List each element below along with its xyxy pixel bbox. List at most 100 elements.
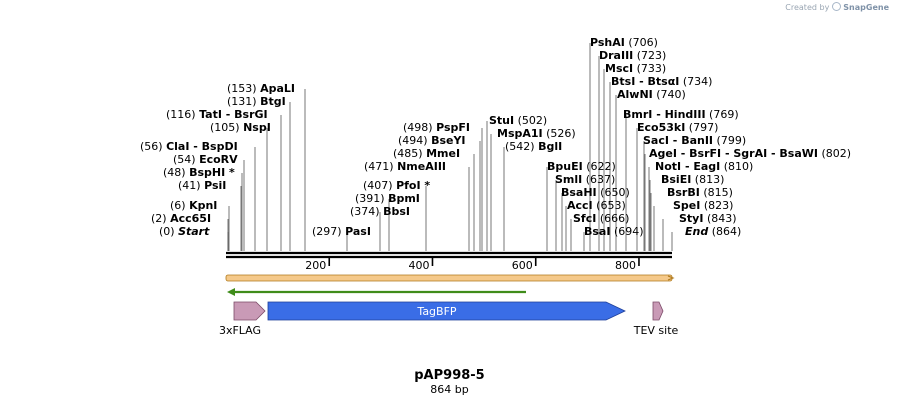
- enzyme-name: BsrBI: [667, 186, 700, 199]
- site-position: (131): [227, 95, 260, 108]
- site-position: (802): [818, 147, 851, 160]
- enzyme-name: BbsI: [383, 205, 410, 218]
- orf-bar[interactable]: [225, 274, 673, 282]
- restriction-site-label[interactable]: AgeI - BsrFI - SgrAI - BsaWI (802): [649, 147, 851, 160]
- restriction-site-label[interactable]: SmlI (637): [555, 173, 615, 186]
- restriction-site-label[interactable]: (153) ApaLI: [227, 82, 295, 95]
- plasmid-name: pAP998-5: [414, 368, 485, 383]
- restriction-site-label[interactable]: SacI - BanII (799): [643, 134, 746, 147]
- site-position: (797): [685, 121, 718, 134]
- restriction-site-label[interactable]: StuI (502): [489, 114, 547, 127]
- site-position: (471): [364, 160, 397, 173]
- restriction-site-label[interactable]: AccI (653): [567, 199, 626, 212]
- restriction-site-label[interactable]: BpuEI (622): [547, 160, 616, 173]
- restriction-site-label[interactable]: (494) BseYI: [398, 134, 466, 147]
- restriction-site-label[interactable]: Eco53kI (797): [637, 121, 718, 134]
- site-position: (48): [163, 166, 189, 179]
- site-position: (498): [403, 121, 436, 134]
- ruler-tick-label: 400: [408, 259, 429, 272]
- feature-tracks: 3xFLAG TagBFP TEV site: [219, 274, 679, 337]
- restriction-site-label[interactable]: (56) ClaI - BspDI: [140, 140, 238, 153]
- restriction-site-label[interactable]: (54) EcoRV: [173, 153, 238, 166]
- enzyme-name: NspI: [243, 121, 271, 134]
- feature-label-tagbfp: TagBFP: [416, 305, 456, 318]
- restriction-site-label[interactable]: (0) Start: [159, 225, 210, 238]
- ruler-tick-label: 800: [615, 259, 636, 272]
- enzyme-name: KpnI: [189, 199, 217, 212]
- restriction-site-label[interactable]: (48) BspHI *: [163, 166, 235, 179]
- enzyme-name: MscI: [605, 62, 633, 75]
- restriction-site-label[interactable]: BsiEI (813): [661, 173, 724, 186]
- enzyme-name: Start: [178, 225, 210, 238]
- enzyme-name: PasI: [345, 225, 371, 238]
- site-position: (502): [514, 114, 547, 127]
- restriction-site-label[interactable]: (6) KpnI: [170, 199, 217, 212]
- restriction-site-label[interactable]: (41) PsiI: [178, 179, 226, 192]
- restriction-site-label[interactable]: (2) Acc65I: [151, 212, 211, 225]
- enzyme-name: PspFI: [436, 121, 470, 134]
- enzyme-name: SfcI: [573, 212, 596, 225]
- enzyme-name: Acc65I: [170, 212, 211, 225]
- restriction-site-label[interactable]: SpeI (823): [673, 199, 733, 212]
- restriction-site-label[interactable]: (485) MmeI: [393, 147, 460, 160]
- enzyme-name-extra: - BtsαI: [635, 75, 679, 88]
- restriction-site-label[interactable]: (407) PfoI *: [363, 179, 430, 192]
- site-position: (542): [505, 140, 538, 153]
- enzyme-name: PfoI *: [396, 179, 430, 192]
- restriction-site-label[interactable]: BmrI - HindIII (769): [623, 108, 739, 121]
- site-position: (653): [593, 199, 626, 212]
- restriction-site-label[interactable]: StyI (843): [679, 212, 737, 225]
- restriction-site-label[interactable]: NotI - EagI (810): [655, 160, 753, 173]
- restriction-site-label[interactable]: (471) NmeAIII: [364, 160, 446, 173]
- restriction-site-label[interactable]: (498) PspFI: [403, 121, 470, 134]
- restriction-site-label[interactable]: End (864): [685, 225, 741, 238]
- site-position: (391): [355, 192, 388, 205]
- restriction-site-label[interactable]: MspA1I (526): [497, 127, 576, 140]
- enzyme-name: AgeI: [649, 147, 677, 160]
- restriction-site-label[interactable]: (391) BpmI: [355, 192, 420, 205]
- restriction-site-label[interactable]: BsaI (694): [584, 225, 644, 238]
- site-position: (297): [312, 225, 345, 238]
- enzyme-name: BsiEI: [661, 173, 691, 186]
- restriction-site-label[interactable]: BsaHI (650): [561, 186, 630, 199]
- dna-backbone: [226, 251, 672, 259]
- enzyme-name: BtsI: [611, 75, 635, 88]
- site-position: (0): [159, 225, 178, 238]
- site-position: (740): [653, 88, 686, 101]
- restriction-site-label[interactable]: (116) TatI - BsrGI: [166, 108, 268, 121]
- feature-tagbfp-arrow[interactable]: [267, 301, 626, 321]
- enzyme-name: BtgI: [260, 95, 286, 108]
- restriction-site-label[interactable]: (374) BbsI: [350, 205, 410, 218]
- site-position: (666): [596, 212, 629, 225]
- site-position: (815): [700, 186, 733, 199]
- site-position: (2): [151, 212, 170, 225]
- restriction-site-label[interactable]: (542) BglI: [505, 140, 562, 153]
- enzyme-name: PsiI: [204, 179, 226, 192]
- restriction-site-label[interactable]: DraIII (723): [599, 49, 666, 62]
- enzyme-name: BsaHI: [561, 186, 597, 199]
- restriction-site-label[interactable]: (131) BtgI: [227, 95, 286, 108]
- ruler-tick-label: 600: [512, 259, 533, 272]
- restriction-site-label[interactable]: (105) NspI: [210, 121, 271, 134]
- restriction-site-label[interactable]: (297) PasI: [312, 225, 371, 238]
- restriction-site-label[interactable]: SfcI (666): [573, 212, 629, 225]
- feature-3xflag-arrow[interactable]: [233, 301, 266, 321]
- site-position: (407): [363, 179, 396, 192]
- restriction-site-label[interactable]: BtsI - BtsαI (734): [611, 75, 712, 88]
- site-position: (494): [398, 134, 431, 147]
- watermark-brand: SnapGene: [843, 3, 889, 12]
- restriction-site-label[interactable]: BsrBI (815): [667, 186, 733, 199]
- feature-tev-site-arrow[interactable]: [652, 301, 664, 321]
- site-position: (116): [166, 108, 199, 121]
- restriction-site-label[interactable]: PshAI (706): [590, 36, 658, 49]
- restriction-site-label[interactable]: AlwNI (740): [617, 88, 686, 101]
- enzyme-name-extra: - BsrFI - SgrAI - BsaWI: [677, 147, 818, 160]
- site-position: (823): [700, 199, 733, 212]
- enzyme-name: NmeAIII: [397, 160, 446, 173]
- enzyme-name: BsaI: [584, 225, 610, 238]
- site-position: (650): [597, 186, 630, 199]
- restriction-site-label[interactable]: MscI (733): [605, 62, 666, 75]
- orf-arrowhead-icon: [667, 275, 675, 281]
- site-position: (374): [350, 205, 383, 218]
